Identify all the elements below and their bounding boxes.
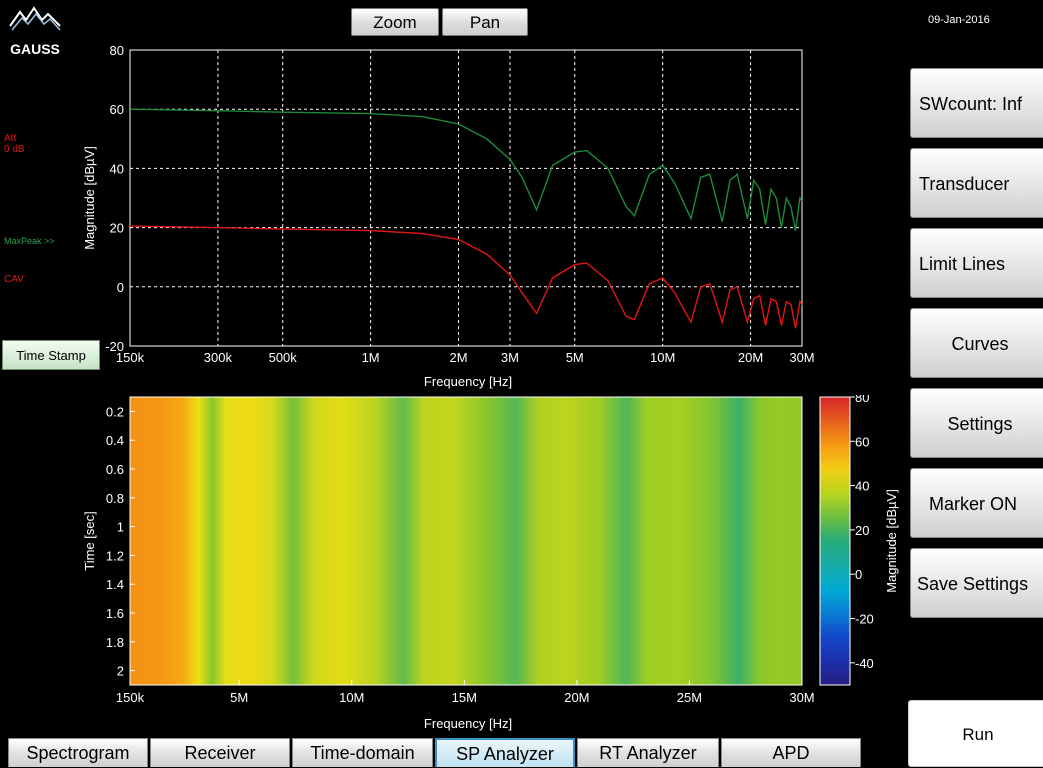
- colorbar-tick-label: -20: [855, 612, 874, 627]
- tab-receiver[interactable]: Receiver: [150, 738, 290, 767]
- maxpeak-trace: [129, 108, 803, 231]
- line-chart-series: [129, 108, 803, 329]
- x-tick-label: 2M: [449, 350, 467, 365]
- y-tick-label: -20: [105, 339, 124, 354]
- settings-button[interactable]: Settings: [910, 388, 1043, 458]
- x-tick-label: 30M: [789, 690, 814, 705]
- x-tick-label: 150k: [116, 350, 145, 365]
- y-tick-label: 0: [117, 280, 124, 295]
- tab-apd[interactable]: APD: [721, 738, 861, 767]
- pan-button[interactable]: Pan: [442, 8, 528, 36]
- tab-rt-analyzer[interactable]: RT Analyzer: [577, 738, 719, 767]
- x-tick-label: 3M: [501, 350, 519, 365]
- curves-button[interactable]: Curves: [910, 308, 1043, 378]
- heatmap-ticks: 150k 5M 10M 15M 20M 25M 30M 0.2 0.4 0.6 0.8 1 1.2 1.4…: [106, 404, 815, 705]
- swcount-button[interactable]: SWcount: Inf: [910, 68, 1043, 138]
- zoom-button[interactable]: Zoom: [351, 8, 439, 36]
- transducer-button[interactable]: Transducer: [910, 148, 1043, 218]
- tab-sp-analyzer[interactable]: SP Analyzer: [435, 738, 575, 767]
- cav-trace: [129, 225, 803, 329]
- colorbar-label: Magnitude [dBµV]: [884, 489, 899, 593]
- x-tick-label: 500k: [269, 350, 298, 365]
- time-stamp-button[interactable]: Time Stamp: [2, 340, 100, 370]
- line-chart-plot-area: [129, 49, 803, 347]
- colorbar: [819, 396, 851, 686]
- colorbar-tick-label: -40: [855, 656, 874, 671]
- colorbar-tick-label: 80: [855, 395, 869, 405]
- x-tick-label: 5M: [230, 690, 248, 705]
- colorbar-tick-label: 20: [855, 523, 869, 538]
- tab-spectrogram[interactable]: Spectrogram: [8, 738, 148, 767]
- y-tick-label: 20: [110, 221, 124, 236]
- tab-time-domain[interactable]: Time-domain: [292, 738, 433, 767]
- y-tick-label: 1.4: [106, 577, 124, 592]
- x-tick-label: 20M: [738, 350, 763, 365]
- y-tick-label: 0.8: [106, 491, 124, 506]
- heatmap-xlabel: Frequency [Hz]: [424, 716, 512, 731]
- y-tick-label: 1: [117, 520, 124, 535]
- x-tick-label: 300k: [204, 350, 233, 365]
- colorbar-tick-label: 0: [855, 567, 862, 582]
- spectrogram-heatmap: 150k 5M 10M 15M 20M 25M 30M 0.2 0.4 0.6 0.8 1 1.2 1.4…: [82, 395, 899, 731]
- colorbar-ticks: 80 60 40 20 0 -20 -40: [850, 395, 874, 671]
- x-tick-label: 150k: [116, 690, 145, 705]
- y-tick-label: 80: [110, 43, 124, 58]
- x-tick-label: 15M: [452, 690, 477, 705]
- y-tick-label: 2: [117, 664, 124, 679]
- gauss-logo: GAUSS: [9, 6, 61, 57]
- y-tick-label: 0.2: [106, 404, 124, 419]
- run-button[interactable]: Run: [908, 700, 1043, 767]
- logo-text: GAUSS: [10, 41, 60, 57]
- x-tick-label: 10M: [339, 690, 364, 705]
- y-tick-label: 0.4: [106, 433, 124, 448]
- y-tick-label: 60: [110, 102, 124, 117]
- attenuation-label: Att 0 dB: [4, 133, 25, 155]
- y-tick-label: 1.6: [106, 606, 124, 621]
- limit-lines-button[interactable]: Limit Lines: [910, 228, 1043, 298]
- cav-label: CAV: [4, 274, 24, 285]
- save-settings-button[interactable]: Save Settings: [910, 548, 1043, 618]
- y-tick-label: 0.6: [106, 462, 124, 477]
- y-tick-label: 1.2: [106, 548, 124, 563]
- line-chart-grid: [130, 50, 802, 346]
- x-tick-label: 25M: [677, 690, 702, 705]
- heatmap-plot-area: [129, 396, 803, 686]
- line-chart-xlabel: Frequency [Hz]: [424, 374, 512, 389]
- heatmap-ylabel: Time [sec]: [82, 511, 97, 570]
- magnitude-line-chart: 150k 300k 500k 1M 2M 3M 5M 10M 20M 30M -20 0 20 40 60 8…: [82, 43, 815, 389]
- x-tick-label: 10M: [650, 350, 675, 365]
- marker-on-button[interactable]: Marker ON: [910, 468, 1043, 538]
- line-chart-ylabel: Magnitude [dBµV]: [82, 146, 97, 250]
- x-tick-label: 1M: [362, 350, 380, 365]
- date-label: 09-Jan-2016: [928, 14, 990, 26]
- line-chart-ticks: 150k 300k 500k 1M 2M 3M 5M 10M 20M 30M -20 0 20 40 60 8…: [105, 43, 814, 365]
- y-tick-label: 1.8: [106, 635, 124, 650]
- att-line2: 0 dB: [4, 144, 25, 155]
- colorbar-tick-label: 60: [855, 434, 869, 449]
- maxpeak-label: MaxPeak >>: [4, 236, 55, 246]
- y-tick-label: 40: [110, 161, 124, 176]
- x-tick-label: 5M: [566, 350, 584, 365]
- att-line1: Att: [4, 133, 17, 144]
- x-tick-label: 30M: [789, 350, 814, 365]
- x-tick-label: 20M: [564, 690, 589, 705]
- colorbar-tick-label: 40: [855, 479, 869, 494]
